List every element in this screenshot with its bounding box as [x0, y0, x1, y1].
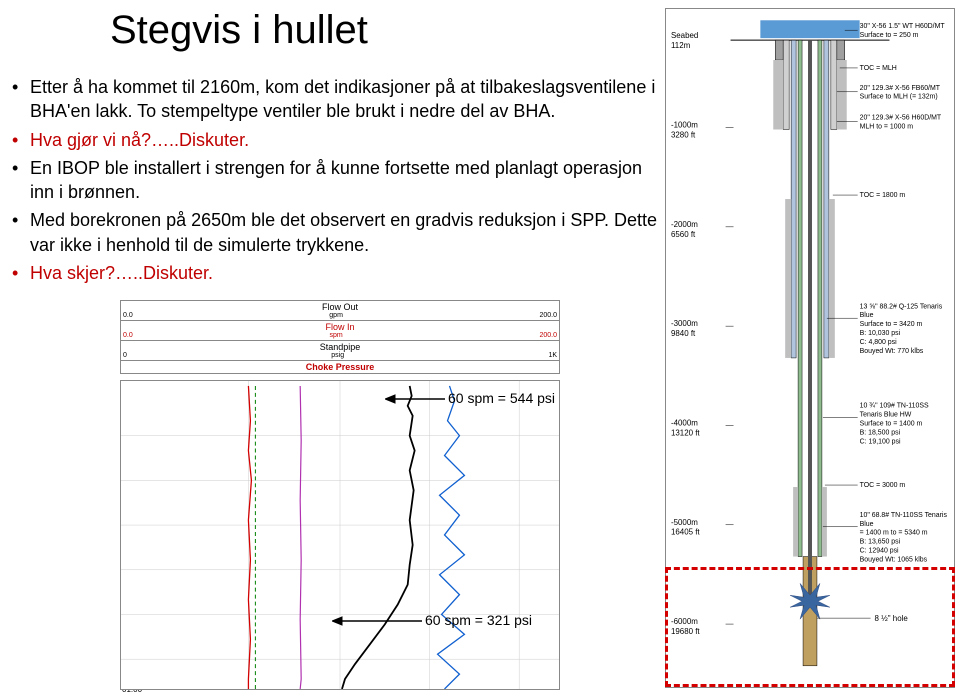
- svg-text:20" 129.3# X-56 H60D/MT: 20" 129.3# X-56 H60D/MT: [860, 115, 942, 122]
- bullet-item: Etter å ha kommet til 2160m, kom det ind…: [12, 75, 662, 124]
- well-schematic: Seabed 112m -1000m 3280 ft -2000m 6560 f…: [665, 8, 955, 688]
- chart-standpipe-label: Standpipe 0 psig 1K: [120, 340, 560, 360]
- svg-text:Blue: Blue: [860, 312, 874, 319]
- svg-text:Surface to = 3420 m: Surface to = 3420 m: [860, 321, 923, 328]
- page-title: Stegvis i hullet: [110, 8, 368, 53]
- svg-text:= 1400 m to = 5340 m: = 1400 m to = 5340 m: [860, 530, 928, 537]
- arrow-icon: [332, 615, 422, 627]
- svg-text:TOC = MLH: TOC = MLH: [860, 65, 897, 72]
- svg-text:19680 ft: 19680 ft: [671, 627, 700, 636]
- chart-flowin-label: Flow In 0.0 spm 200.0: [120, 320, 560, 340]
- svg-text:MLH to = 1000 m: MLH to = 1000 m: [860, 124, 914, 131]
- svg-text:9840 ft: 9840 ft: [671, 329, 696, 338]
- bullet-item: Hva skjer?…..Diskuter.: [12, 261, 662, 285]
- svg-text:-6000m: -6000m: [671, 617, 698, 626]
- svg-text:30" X-56 1.5" WT H60D/MT: 30" X-56 1.5" WT H60D/MT: [860, 23, 946, 30]
- svg-text:Seabed: Seabed: [671, 31, 698, 40]
- svg-text:112m: 112m: [671, 41, 691, 50]
- min: 0.0: [123, 312, 133, 319]
- callout-544: 60 spm = 544 psi: [448, 390, 555, 406]
- label: Standpipe: [320, 342, 361, 352]
- bullet-item: Med borekronen på 2650m ble det observer…: [12, 208, 662, 257]
- svg-text:-4000m: -4000m: [671, 418, 698, 427]
- label: Flow In: [325, 322, 354, 332]
- svg-text:10 ¾" 109# TN-110SS: 10 ¾" 109# TN-110SS: [860, 403, 929, 410]
- svg-text:B: 13,650 psi: B: 13,650 psi: [860, 539, 901, 546]
- max: 200.0: [539, 312, 557, 319]
- svg-text:B: 18,500 psi: B: 18,500 psi: [860, 429, 901, 436]
- svg-text:TOC = 3000 m: TOC = 3000 m: [860, 482, 906, 489]
- svg-text:C: 12940 psi: C: 12940 psi: [860, 548, 899, 555]
- strip-chart: Flow Out 0.0 gpm 200.0 Flow In 0.0 spm 2…: [120, 300, 560, 690]
- svg-text:Tenaris Blue HW: Tenaris Blue HW: [860, 412, 912, 419]
- chart-choke-label: Choke Pressure: [120, 360, 560, 374]
- bullet-list: Etter å ha kommet til 2160m, kom det ind…: [12, 75, 662, 289]
- svg-text:Bouyed Wt: 770 klbs: Bouyed Wt: 770 klbs: [860, 348, 924, 355]
- svg-text:16405 ft: 16405 ft: [671, 528, 700, 537]
- svg-text:Surface to = 1400 m: Surface to = 1400 m: [860, 420, 923, 427]
- bullet-item: Hva gjør vi nå?…..Diskuter.: [12, 128, 662, 152]
- svg-text:-5000m: -5000m: [671, 518, 698, 527]
- svg-text:-3000m: -3000m: [671, 319, 698, 328]
- svg-text:Bouyed Wt: 1065 klbs: Bouyed Wt: 1065 klbs: [860, 557, 928, 564]
- label: Flow Out: [322, 302, 358, 312]
- min: 0: [123, 352, 127, 359]
- svg-text:8 ½" hole: 8 ½" hole: [875, 614, 909, 623]
- max: 1K: [548, 352, 557, 359]
- svg-text:20" 129.3# X-56 FB60/MT: 20" 129.3# X-56 FB60/MT: [860, 85, 941, 92]
- svg-text:TOC = 1800 m: TOC = 1800 m: [860, 192, 906, 199]
- svg-text:13120 ft: 13120 ft: [671, 428, 700, 437]
- chart-plot-area: [120, 380, 560, 690]
- chart-header: Flow Out 0.0 gpm 200.0 Flow In 0.0 spm 2…: [120, 300, 560, 380]
- svg-text:10" 68.8# TN-110SS Tenaris: 10" 68.8# TN-110SS Tenaris: [860, 512, 948, 519]
- svg-text:C: 19,100 psi: C: 19,100 psi: [860, 438, 901, 445]
- svg-text:C: 4,800 psi: C: 4,800 psi: [860, 339, 897, 346]
- svg-text:13 ⅝" 88.2# Q-125 Tenaris: 13 ⅝" 88.2# Q-125 Tenaris: [860, 303, 943, 310]
- svg-text:Surface to = 250 m: Surface to = 250 m: [860, 32, 919, 39]
- min: 0.0: [123, 332, 133, 339]
- unit: psig: [331, 352, 344, 359]
- svg-text:6560 ft: 6560 ft: [671, 230, 696, 239]
- unit: spm: [329, 332, 342, 339]
- chart-flowout-label: Flow Out 0.0 gpm 200.0: [120, 300, 560, 320]
- svg-text:3280 ft: 3280 ft: [671, 130, 696, 139]
- svg-text:Blue: Blue: [860, 521, 874, 528]
- svg-text:Surface to MLH (= 132m): Surface to MLH (= 132m): [860, 94, 938, 101]
- svg-text:-1000m: -1000m: [671, 121, 698, 130]
- unit: gpm: [329, 312, 343, 319]
- svg-text:B: 10,030 psi: B: 10,030 psi: [860, 330, 901, 337]
- callout-321: 60 spm = 321 psi: [425, 612, 532, 628]
- bullet-item: En IBOP ble installert i strengen for å …: [12, 156, 662, 205]
- svg-text:-2000m: -2000m: [671, 220, 698, 229]
- max: 200.0: [539, 332, 557, 339]
- arrow-icon: [385, 393, 445, 405]
